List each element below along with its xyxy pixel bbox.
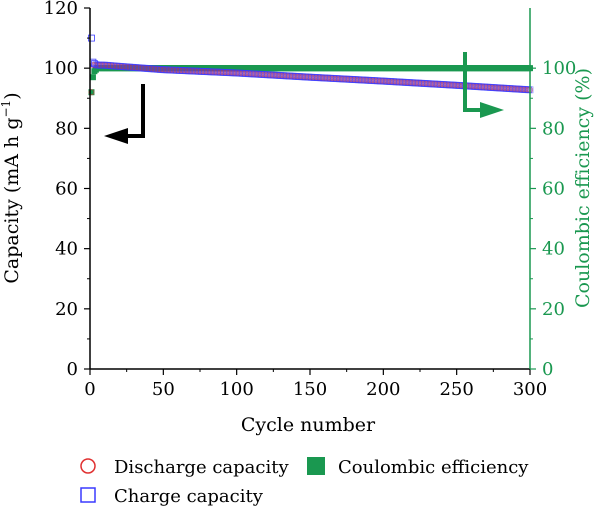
x-tick-label: 50 [152, 379, 175, 400]
y-left-tick-label: 80 [55, 118, 78, 139]
y-right-tick-label: 0 [542, 359, 553, 380]
legend-label: Coulombic efficiency [338, 457, 529, 478]
y-right-tick-label: 40 [542, 239, 565, 260]
x-axis-label: Cycle number [241, 414, 376, 436]
legend-label: Discharge capacity [114, 457, 289, 478]
legend-marker-charge-capacity [80, 487, 96, 503]
plot-layer [88, 34, 534, 144]
x-tick-label: 250 [439, 379, 473, 400]
y-left-tick-label: 120 [44, 0, 78, 19]
y-right-tick-label: 80 [542, 118, 565, 139]
y-right-tick-label: 20 [542, 299, 565, 320]
axes-layer: 0 50 100 150 200 250 3000204060801001200204060… [44, 0, 577, 400]
legend-label: Charge capacity [114, 486, 264, 507]
x-tick-label: 0 [84, 379, 95, 400]
y-left-tick-label: 100 [44, 58, 78, 79]
y-axis-label-right: Coulombic efficiency (%) [572, 68, 594, 308]
point-coulombic-efficiency [89, 74, 96, 81]
y-left-tick-label: 40 [55, 239, 78, 260]
y-axis-label-left-text: Capacity (mA h g [1, 118, 23, 284]
x-tick-label: 150 [293, 379, 327, 400]
y-axis-label-left-superscript: −1 [0, 100, 13, 118]
legend-marker-coulombic-efficiency [307, 457, 325, 475]
y-axis-label-left: Capacity (mA h g−1) [0, 92, 23, 283]
arrow-right-axis-head [480, 102, 504, 118]
point-coulombic-efficiency [88, 89, 95, 96]
y-right-tick-label: 60 [542, 179, 565, 200]
legend-marker-discharge-capacity [80, 458, 96, 474]
legend: Discharge capacity Coulombic efficiency Ch… [80, 457, 529, 507]
y-left-tick-label: 0 [67, 359, 78, 380]
point-discharge-capacity [88, 89, 95, 96]
x-tick-label: 200 [366, 379, 400, 400]
x-tick-label: 100 [219, 379, 253, 400]
y-right-tick-label: 100 [542, 58, 576, 79]
arrow-right-axis [463, 52, 484, 112]
arrow-left-axis-head [104, 128, 128, 144]
y-axis-label-left-close: ) [1, 92, 23, 99]
y-left-tick-label: 20 [55, 299, 78, 320]
arrow-left-axis [124, 84, 145, 138]
y-left-tick-label: 60 [55, 179, 78, 200]
x-tick-label: 300 [513, 379, 547, 400]
